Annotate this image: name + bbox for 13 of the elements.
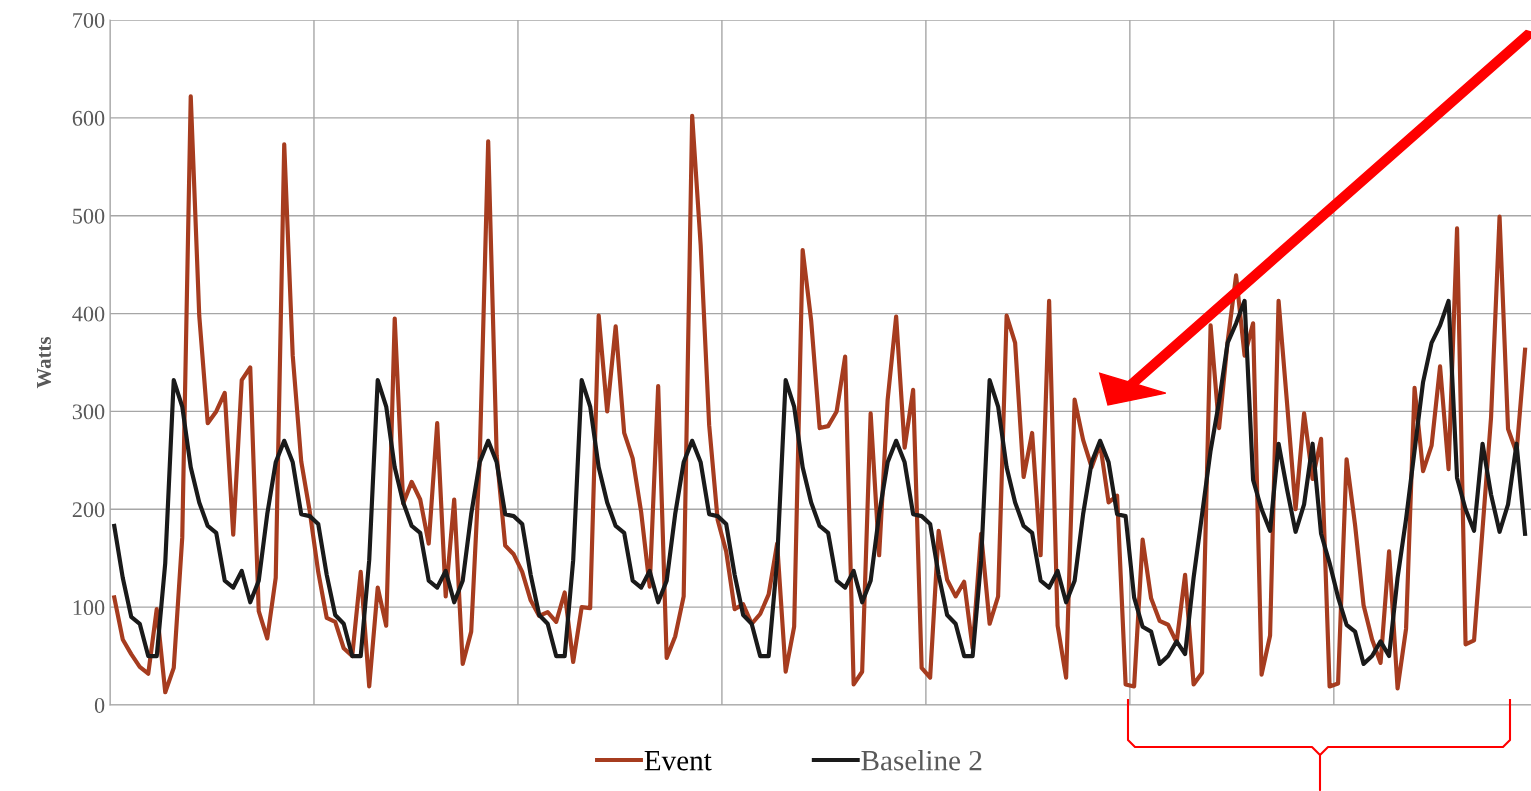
line-series [112,94,1528,695]
legend-label: Baseline 2 [861,749,982,771]
y-tick-label: 100 [73,600,105,616]
y-tick-label: 700 [73,12,105,28]
y-tick-label: 600 [72,110,105,126]
y-axis-title: Watts [37,336,52,389]
line-series [112,298,1528,666]
y-tick-label: 300 [72,404,105,420]
y-tick-label: 500 [73,208,105,224]
legend-label: Event [644,751,712,771]
y-tick-label: 200 [72,502,105,518]
y-tick-label: 400 [72,306,105,322]
y-tick-label: 0 [94,697,105,713]
